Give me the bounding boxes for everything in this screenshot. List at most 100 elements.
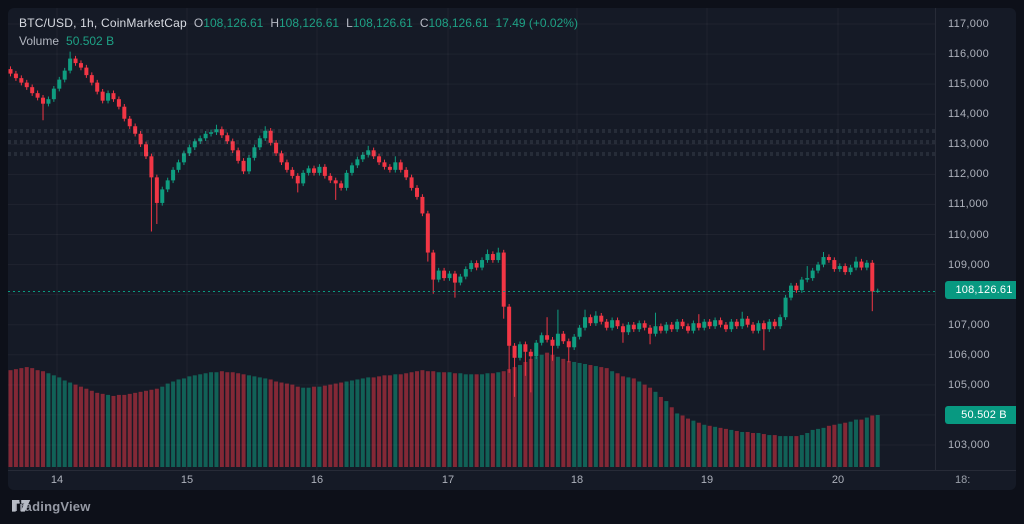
- candle-body: [778, 317, 783, 327]
- candle-body: [615, 320, 620, 327]
- candle-body: [127, 118, 132, 127]
- volume-bar: [599, 367, 604, 467]
- volume-bar: [539, 354, 544, 467]
- volume-bar: [404, 373, 409, 467]
- volume-bar: [826, 425, 831, 467]
- candle-body: [263, 130, 268, 139]
- legend-row-main: BTC/USD, 1h, CoinMarketCap O108,126.61 H…: [19, 14, 578, 32]
- candle-body: [436, 270, 441, 280]
- volume-bar: [642, 384, 647, 467]
- volume-bar: [246, 375, 251, 467]
- volume-bar: [496, 372, 501, 467]
- volume-bar: [295, 386, 300, 467]
- price-tick-label: 110,000: [948, 228, 990, 241]
- candle-body: [268, 130, 273, 143]
- volume-bar: [680, 415, 685, 467]
- volume-bar: [30, 368, 35, 467]
- candle-body: [783, 297, 788, 318]
- price-tick-label: 117,000: [948, 18, 990, 30]
- candle-body: [848, 267, 853, 273]
- volume-bar: [171, 381, 176, 467]
- volume-bar: [187, 376, 192, 467]
- candle-body: [339, 183, 344, 188]
- time-tick-label: 15: [180, 474, 194, 486]
- volume-bar: [165, 383, 170, 467]
- price-tick-label: 112,000: [948, 168, 990, 181]
- tradingview-logo-text: TradingView: [12, 499, 91, 514]
- candle-body: [46, 99, 51, 104]
- candle-body: [723, 324, 728, 330]
- candle-body: [859, 261, 864, 268]
- volume-bar: [51, 375, 56, 467]
- symbol-title[interactable]: BTC/USD, 1h, CoinMarketCap: [19, 16, 187, 30]
- candle-body: [257, 138, 262, 148]
- volume-bar: [740, 431, 745, 467]
- volume-bar: [366, 377, 371, 467]
- candle-body: [420, 196, 425, 214]
- volume-label[interactable]: Volume: [19, 34, 60, 48]
- legend-row-volume: Volume 50.502 B: [19, 32, 578, 50]
- volume-bar: [62, 380, 67, 467]
- candle-body: [718, 320, 723, 325]
- candle-body: [474, 263, 479, 268]
- candle-body: [176, 162, 181, 170]
- volume-bar: [181, 378, 186, 467]
- candle-body: [669, 324, 674, 330]
- price-axis[interactable]: 108,126.61 50.502 B 117,000 116,000 115,00…: [936, 8, 1016, 470]
- volume-bar: [452, 373, 457, 467]
- volume-bar: [57, 377, 62, 467]
- tradingview-logo[interactable]: TradingView: [12, 499, 91, 514]
- volume-bar: [41, 371, 46, 467]
- price-change: 17.49 (+0.02%): [495, 16, 578, 30]
- volume-bar: [669, 407, 674, 467]
- candle-body: [686, 326, 690, 331]
- candle-body: [528, 351, 533, 357]
- volume-bar: [631, 378, 636, 467]
- volume-bar: [355, 379, 360, 467]
- price-tick-label: 105,000: [948, 378, 990, 391]
- volume-bar: [734, 430, 739, 467]
- volume-bar: [447, 372, 452, 467]
- chart-pane[interactable]: [8, 8, 935, 470]
- candle-body: [637, 323, 642, 330]
- candle-body: [19, 78, 24, 83]
- candle-body: [393, 162, 398, 170]
- candle-body: [523, 344, 528, 352]
- volume-bar: [593, 366, 598, 467]
- candle-body: [219, 129, 224, 136]
- candle-body: [658, 326, 663, 331]
- candle-body: [279, 153, 284, 163]
- candle-body: [691, 323, 696, 331]
- candle-body: [496, 252, 501, 261]
- volume-bar: [111, 395, 116, 467]
- time-axis[interactable]: 14 15 16 17 18 19 20 18:: [8, 471, 1016, 490]
- volume-bar: [328, 384, 333, 467]
- volume-bar: [626, 377, 631, 467]
- candle-body: [501, 252, 506, 307]
- volume-bar: [480, 374, 485, 467]
- volume-value: 50.502 B: [66, 34, 115, 48]
- volume-bar: [415, 371, 419, 467]
- candle-body: [854, 261, 859, 268]
- candle-body: [604, 321, 609, 328]
- candle-body: [864, 262, 869, 268]
- volume-bar: [751, 433, 756, 467]
- candle-body: [317, 166, 322, 173]
- time-tick-label: 16: [310, 474, 324, 486]
- candle-body: [452, 273, 457, 283]
- candle-body: [133, 126, 138, 134]
- candle-body: [772, 321, 777, 327]
- candle-body: [415, 187, 419, 197]
- volume-bar: [339, 382, 344, 467]
- volume-bar: [821, 427, 826, 467]
- candle-body: [198, 138, 203, 142]
- candle-body: [301, 172, 306, 184]
- volume-bar: [19, 368, 24, 467]
- volume-bar: [458, 373, 463, 467]
- volume-bar: [149, 389, 154, 467]
- candle-body: [431, 252, 436, 280]
- candle-body: [816, 264, 821, 271]
- candle-body: [572, 336, 577, 348]
- volume-bar: [864, 417, 869, 467]
